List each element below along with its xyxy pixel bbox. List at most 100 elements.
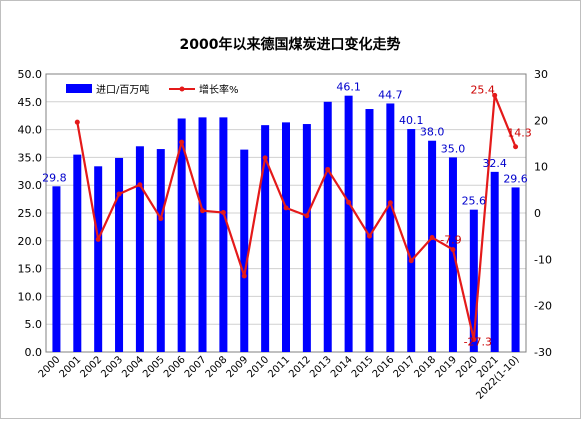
y-right-tick-label: -30	[534, 346, 552, 359]
bar	[386, 103, 395, 352]
x-tick-label: 2012	[287, 354, 313, 380]
bar	[115, 157, 124, 352]
x-tick-label: 2001	[58, 354, 84, 380]
bar	[52, 186, 61, 352]
growth-point	[492, 92, 498, 98]
y-left-tick-label: 20.0	[18, 235, 43, 248]
growth-line	[76, 94, 517, 341]
growth-point	[304, 213, 310, 219]
y-right-tick-label: -20	[534, 300, 552, 313]
y-right-tick-label: 30	[534, 68, 548, 81]
growth-point	[429, 235, 435, 241]
bar-data-label: 44.7	[378, 88, 403, 101]
x-tick-label: 2005	[141, 354, 167, 380]
x-tick-label: 2002	[79, 354, 105, 380]
bar-data-label: 25.6	[462, 195, 487, 208]
growth-point	[408, 258, 414, 264]
bar	[282, 122, 290, 352]
y-right-tick-label: 0	[534, 207, 541, 220]
bar	[490, 171, 499, 352]
bar	[323, 101, 332, 352]
y-left-tick-label: 30.0	[18, 179, 43, 192]
growth-point	[158, 216, 164, 222]
y-left-tick-label: 5.0	[25, 318, 43, 331]
line-data-label: 25.4	[470, 83, 495, 96]
x-tick-label: 2013	[308, 354, 334, 380]
bar-data-label: 46.1	[336, 81, 361, 94]
growth-point	[387, 200, 393, 206]
x-tick-label: 2009	[225, 354, 251, 380]
chart-title: 2000年以来德国煤炭进口变化走势	[180, 36, 401, 53]
growth-point	[116, 191, 122, 197]
growth-point	[262, 155, 268, 161]
x-tick-label: 2003	[99, 354, 125, 380]
y-left-tick-label: 45.0	[18, 96, 43, 109]
y-left-tick-label: 25.0	[18, 207, 43, 220]
line-data-label: -7.9	[440, 234, 461, 247]
bar	[240, 149, 249, 352]
growth-point	[200, 208, 206, 214]
bar	[448, 157, 457, 352]
bar-data-label: 29.6	[503, 172, 528, 185]
bar-data-label: 32.4	[482, 157, 507, 170]
x-tick-label: 2010	[245, 354, 271, 380]
y-left-tick-label: 35.0	[18, 151, 43, 164]
growth-point	[346, 199, 352, 205]
bar	[344, 95, 353, 353]
bar	[73, 154, 82, 352]
bar	[198, 117, 207, 352]
x-tick-label: 2018	[412, 354, 438, 380]
y-left-tick-label: 10.0	[18, 290, 43, 303]
bar	[261, 125, 270, 352]
growth-point	[179, 139, 185, 145]
bar	[177, 118, 186, 352]
bar-data-label: 35.0	[441, 142, 466, 155]
x-tick-label: 2020	[454, 354, 480, 380]
growth-point	[513, 144, 519, 150]
bar-data-label: 29.8	[42, 171, 67, 184]
y-right-tick-label: -10	[534, 253, 552, 266]
x-tick-label: 2007	[183, 354, 209, 380]
y-left-tick-label: 40.0	[18, 124, 43, 137]
bar	[428, 140, 437, 352]
growth-point	[74, 119, 80, 125]
growth-point	[471, 336, 477, 342]
x-tick-label: 2006	[162, 354, 188, 380]
line-data-label: -27.3	[464, 335, 492, 348]
line-data-label: 14.3	[507, 127, 532, 140]
growth-point	[450, 247, 456, 253]
growth-point	[137, 182, 143, 188]
x-tick-label: 2019	[433, 354, 459, 380]
growth-point	[283, 205, 289, 211]
growth-point	[366, 233, 372, 239]
y-right-tick-label: 20	[534, 114, 548, 127]
x-tick-label: 2017	[392, 354, 418, 380]
bar-data-label: 38.0	[420, 126, 445, 139]
legend-bar-swatch	[66, 84, 92, 93]
growth-point	[95, 236, 101, 242]
bar	[219, 117, 228, 352]
x-tick-label: 2004	[120, 354, 146, 380]
bar	[511, 187, 520, 352]
bar	[407, 129, 416, 352]
growth-point	[241, 273, 247, 279]
legend-bar-label: 进口/百万吨	[96, 83, 149, 96]
x-tick-label: 2008	[204, 354, 230, 380]
y-left-tick-label: 50.0	[18, 68, 43, 81]
bar	[156, 149, 165, 352]
x-tick-label: 2011	[266, 354, 292, 380]
x-tick-label: 2016	[371, 354, 397, 380]
bar	[365, 109, 374, 352]
bar	[302, 124, 311, 352]
y-right-tick-label: 10	[534, 161, 548, 174]
growth-point	[325, 166, 331, 172]
bar-data-label: 40.1	[399, 114, 424, 127]
bar	[135, 146, 144, 352]
legend-line-label: 增长率%	[199, 83, 239, 96]
x-tick-label: 2014	[329, 354, 355, 380]
growth-point	[220, 210, 226, 216]
bar	[94, 166, 103, 352]
legend-line-marker	[179, 86, 185, 92]
